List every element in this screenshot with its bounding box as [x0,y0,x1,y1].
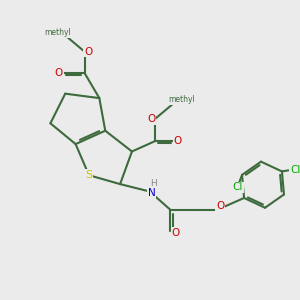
Text: N: N [148,188,155,198]
Text: O: O [216,201,224,211]
Text: O: O [174,136,182,146]
Text: methyl: methyl [44,28,71,37]
Text: Cl: Cl [290,165,300,175]
Text: O: O [84,46,92,57]
Text: H: H [150,179,157,188]
Text: O: O [55,68,63,78]
Text: O: O [172,228,180,238]
Text: S: S [85,170,92,180]
Text: O: O [147,114,156,124]
Text: methyl: methyl [168,95,195,104]
Text: Cl: Cl [232,182,243,192]
